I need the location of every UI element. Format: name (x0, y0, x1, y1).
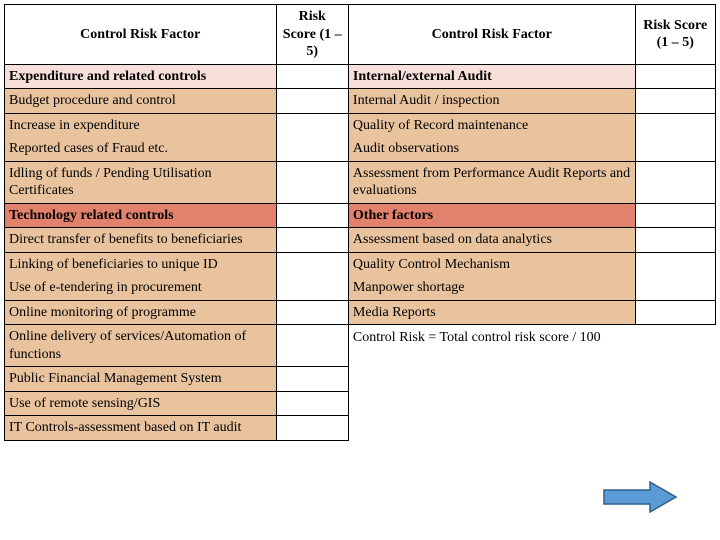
right-factor-cell: Other factors (348, 203, 635, 228)
table-row: Increase in expenditure Quality of Record… (5, 113, 716, 137)
left-score-cell (276, 325, 348, 367)
formula-cell: Control Risk = Total control risk score … (348, 325, 715, 441)
table-row: Online delivery of services/Automation o… (5, 325, 716, 367)
header-left-factor: Control Risk Factor (5, 5, 277, 65)
left-score-cell (276, 64, 348, 89)
right-factor-cell: Internal Audit / inspection (348, 89, 635, 114)
risk-factor-table: Control Risk Factor Risk Score (1 – 5) C… (4, 4, 716, 441)
left-factor-cell: Increase in expenditure (5, 113, 277, 137)
table-row: Use of e-tendering in procurement Manpowe… (5, 276, 716, 300)
left-score-cell (276, 276, 348, 300)
left-score-cell (276, 89, 348, 114)
left-factor-cell: Expenditure and related controls (5, 64, 277, 89)
left-factor-cell: Budget procedure and control (5, 89, 277, 114)
header-right-score: Risk Score (1 – 5) (635, 5, 715, 65)
left-factor-cell: Online monitoring of programme (5, 300, 277, 325)
right-score-cell (635, 252, 715, 276)
table-row: Direct transfer of benefits to beneficia… (5, 228, 716, 253)
table-header-row: Control Risk Factor Risk Score (1 – 5) C… (5, 5, 716, 65)
left-score-cell (276, 228, 348, 253)
left-score-cell (276, 300, 348, 325)
table-row: Online monitoring of programme Media Repo… (5, 300, 716, 325)
header-right-factor: Control Risk Factor (348, 5, 635, 65)
left-factor-cell: Direct transfer of benefits to beneficia… (5, 228, 277, 253)
left-factor-cell: Online delivery of services/Automation o… (5, 325, 277, 367)
left-factor-cell: Use of e-tendering in procurement (5, 276, 277, 300)
table-row: Idling of funds / Pending Utilisation Ce… (5, 161, 716, 203)
left-score-cell (276, 113, 348, 137)
right-score-cell (635, 113, 715, 137)
left-score-cell (276, 252, 348, 276)
table-row: Expenditure and related controls Internal… (5, 64, 716, 89)
left-score-cell (276, 416, 348, 441)
right-factor-cell: Assessment from Performance Audit Report… (348, 161, 635, 203)
right-score-cell (635, 300, 715, 325)
right-score-cell (635, 89, 715, 114)
left-factor-cell: Linking of beneficiaries to unique ID (5, 252, 277, 276)
right-score-cell (635, 137, 715, 161)
right-score-cell (635, 203, 715, 228)
right-factor-cell: Internal/external Audit (348, 64, 635, 89)
right-score-cell (635, 276, 715, 300)
left-score-cell (276, 367, 348, 392)
right-factor-cell: Manpower shortage (348, 276, 635, 300)
left-factor-cell: Reported cases of Fraud etc. (5, 137, 277, 161)
left-factor-cell: Public Financial Management System (5, 367, 277, 392)
table-row: Linking of beneficiaries to unique ID Qua… (5, 252, 716, 276)
right-score-cell (635, 228, 715, 253)
left-factor-cell: Use of remote sensing/GIS (5, 391, 277, 416)
left-score-cell (276, 203, 348, 228)
table-row: Technology related controls Other factors (5, 203, 716, 228)
left-factor-cell: Technology related controls (5, 203, 277, 228)
table-row: Budget procedure and control Internal Aud… (5, 89, 716, 114)
right-factor-cell: Quality of Record maintenance (348, 113, 635, 137)
left-score-cell (276, 391, 348, 416)
header-left-score: Risk Score (1 – 5) (276, 5, 348, 65)
right-factor-cell: Media Reports (348, 300, 635, 325)
left-score-cell (276, 161, 348, 203)
right-factor-cell: Assessment based on data analytics (348, 228, 635, 253)
left-factor-cell: IT Controls-assessment based on IT audit (5, 416, 277, 441)
left-score-cell (276, 137, 348, 161)
table-row: Reported cases of Fraud etc. Audit observ… (5, 137, 716, 161)
left-factor-cell: Idling of funds / Pending Utilisation Ce… (5, 161, 277, 203)
right-score-cell (635, 64, 715, 89)
arrow-icon (600, 479, 680, 520)
right-score-cell (635, 161, 715, 203)
right-factor-cell: Quality Control Mechanism (348, 252, 635, 276)
right-factor-cell: Audit observations (348, 137, 635, 161)
